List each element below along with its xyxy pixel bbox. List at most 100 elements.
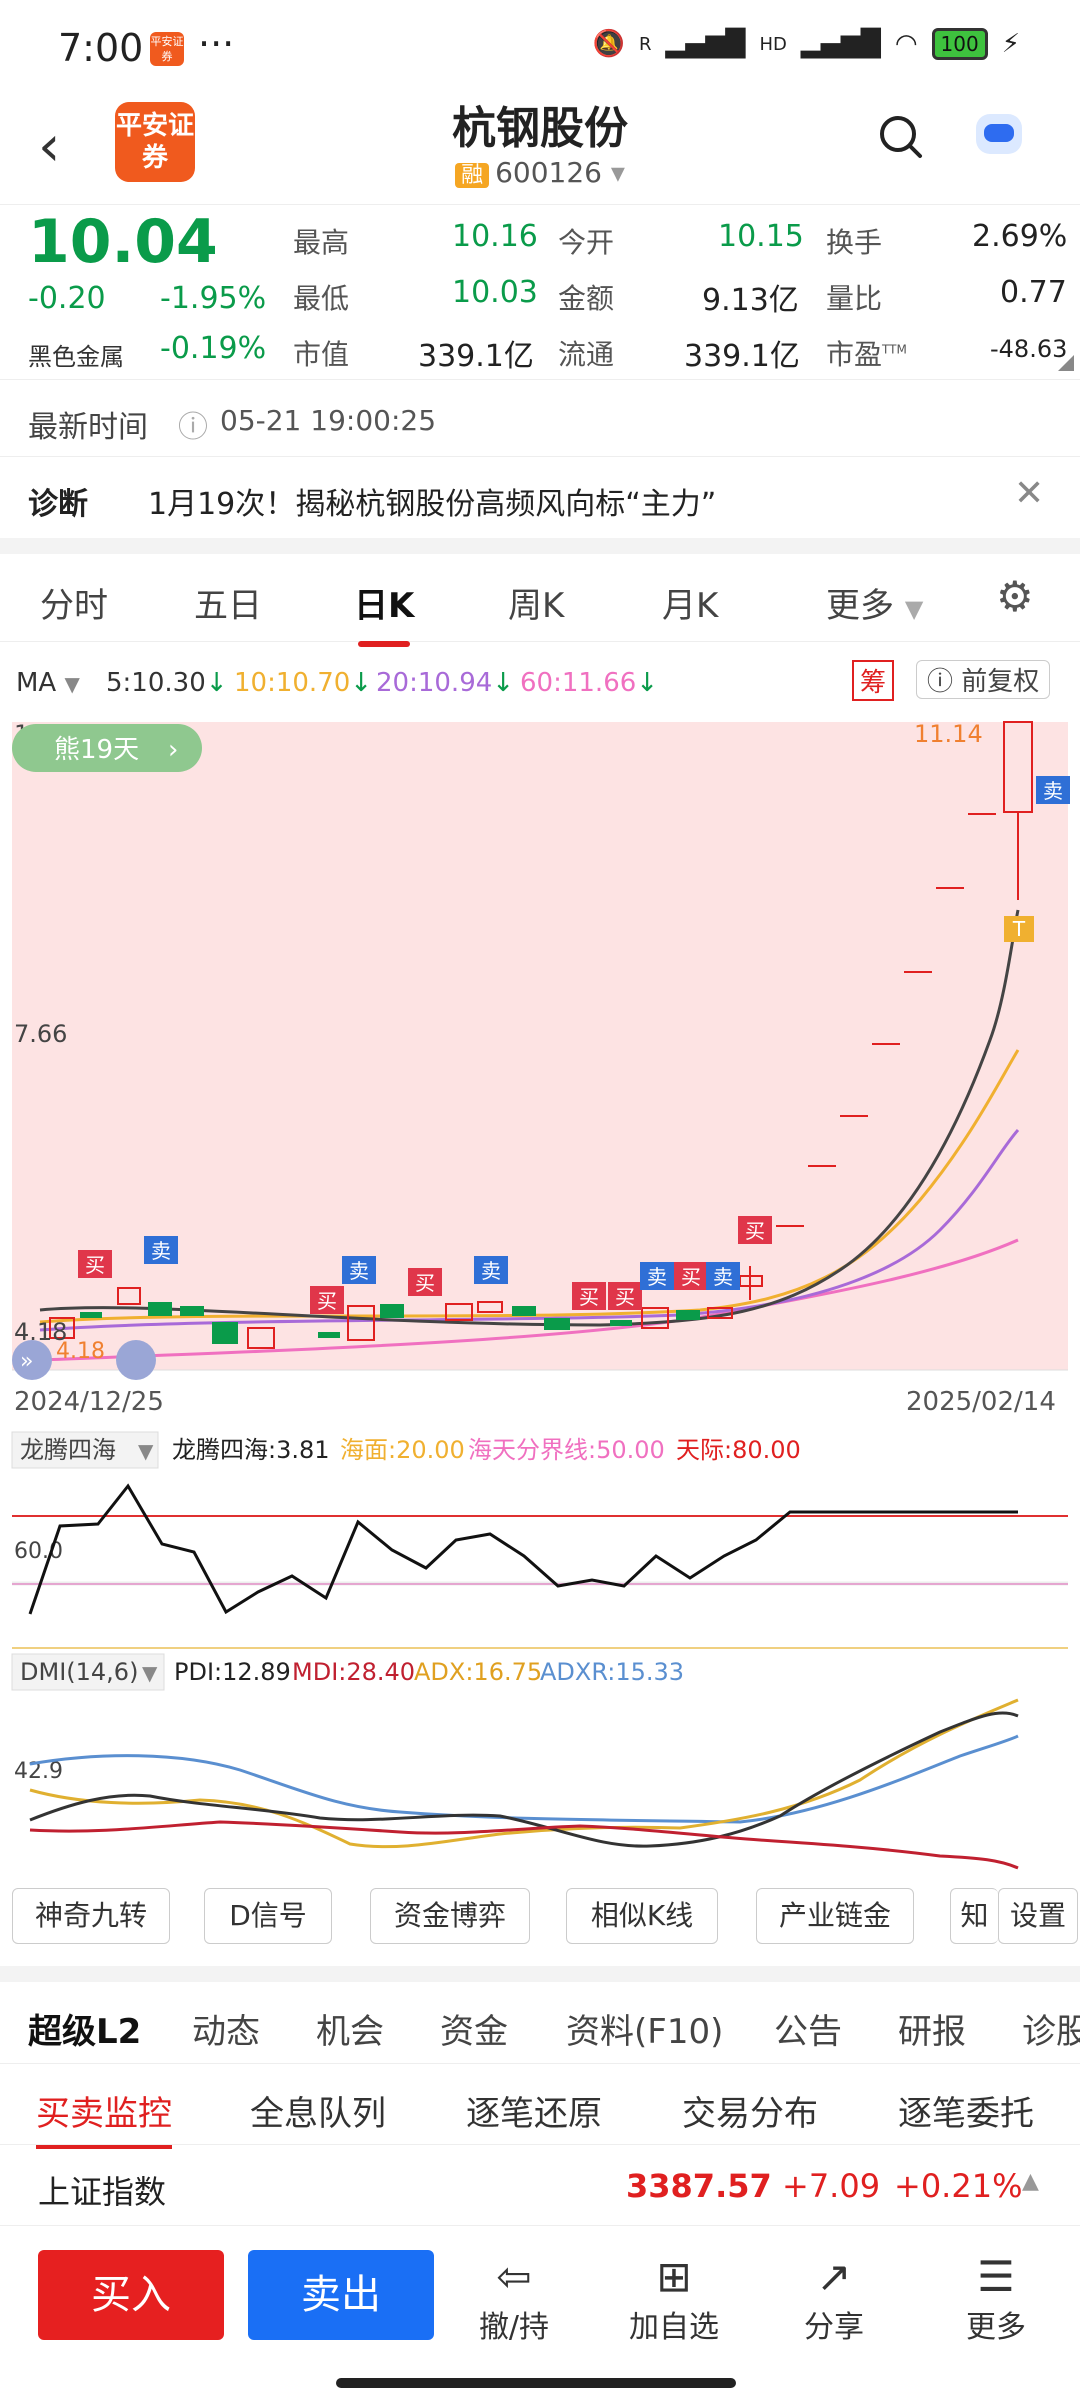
gear-icon[interactable]: ⚙ xyxy=(996,572,1034,621)
corner-expand-icon[interactable] xyxy=(1058,355,1074,371)
buy-signal: 买 xyxy=(681,1265,701,1289)
more-notifications-icon: ··· xyxy=(198,22,235,66)
app-notification-icon: 平安证券 xyxy=(150,32,184,66)
price-axis-low: 4.18 xyxy=(14,1318,67,1346)
low-value: 10.03 xyxy=(452,275,538,310)
tab-opportunity[interactable]: 机会 xyxy=(316,2012,384,2052)
price-change: -0.20 xyxy=(28,281,106,316)
tab-tick-orders[interactable]: 逐笔委托 xyxy=(898,2094,1034,2134)
sell-button[interactable]: 卖出 xyxy=(248,2250,434,2340)
adx-line xyxy=(29,1698,1019,1849)
adxr-line xyxy=(29,1734,1019,1824)
start-date: 2024/12/25 xyxy=(14,1387,164,1417)
buy-signal: 买 xyxy=(745,1219,765,1243)
status-icons: 🔕 R ▂▄▆█ HD ▂▄▆█ ◠ 100 ⚡ xyxy=(593,28,1020,60)
price-change-pct: -1.95% xyxy=(160,281,267,316)
diagnosis-banner[interactable]: 诊断 1月19次！揭秘杭钢股份高频风向标“主力” ✕ xyxy=(0,456,1080,536)
lt-line xyxy=(28,1483,1018,1615)
tab-research[interactable]: 研报 xyxy=(898,2012,966,2052)
kline-chart[interactable]: 买 卖 买 卖 买 卖 买 买 卖 买 卖 买 卖 T 11.14 7.66 4… xyxy=(0,710,1080,1970)
tab-funds[interactable]: 资金 xyxy=(440,2012,508,2052)
share-button[interactable]: ↗ 分享 xyxy=(774,2252,894,2346)
menu-icon: ☰ xyxy=(977,2252,1015,2301)
tab-more[interactable]: 更多 ▼ xyxy=(826,586,924,626)
float-cap-label: 流通 xyxy=(558,338,615,371)
indicator-similar-k[interactable]: 相似K线 xyxy=(566,1888,718,1944)
volume-ratio-value: 0.77 xyxy=(1000,275,1067,310)
ma5-value: 5:10.30↓ xyxy=(106,668,228,698)
search-icon[interactable] xyxy=(876,112,924,160)
dmi-adx: ADX:16.75 xyxy=(414,1658,542,1686)
lt-selector-bg xyxy=(11,1431,159,1469)
add-watchlist-button[interactable]: ⊞ 加自选 xyxy=(614,2252,734,2346)
index-name: 上证指数 xyxy=(38,2173,167,2211)
indicator-industry-chain[interactable]: 产业链金 xyxy=(756,1888,914,1944)
tab-daily-k[interactable]: 日K xyxy=(354,578,414,647)
scroll-left-icon xyxy=(12,1340,52,1380)
index-value: 3387.57 xyxy=(626,2167,772,2205)
stock-title: 杭钢股份 xyxy=(452,103,628,154)
tab-intraday[interactable]: 分时 xyxy=(40,586,108,626)
open-value: 10.15 xyxy=(718,219,804,254)
cancel-hold-button[interactable]: ⇦ 撤/持 xyxy=(454,2252,574,2346)
tab-diagnosis[interactable]: 诊股 xyxy=(1022,2012,1080,2052)
diagnosis-text[interactable]: 1月19次！揭秘杭钢股份高频风向标“主力” xyxy=(148,487,717,522)
ma60-value: 60:11.66↓ xyxy=(520,668,659,698)
close-icon[interactable]: ✕ xyxy=(1014,473,1045,514)
section-tabs: 超级L2 动态 机会 资金 资料(F10) 公告 研报 诊股 xyxy=(0,1984,1080,2064)
buy-button[interactable]: 买入 xyxy=(38,2250,224,2340)
indicator-magic-nine[interactable]: 神奇九转 xyxy=(12,1888,170,1944)
indicator-fund-battle[interactable]: 资金博弈 xyxy=(370,1888,530,1944)
plus-box-icon: ⊞ xyxy=(656,2252,692,2301)
tab-f10[interactable]: 资料(F10) xyxy=(566,2012,724,2052)
tab-tick-replay[interactable]: 逐笔还原 xyxy=(466,2094,602,2134)
end-date: 2025/02/14 xyxy=(906,1387,1056,1417)
assistant-robot-icon[interactable] xyxy=(976,114,1022,154)
more-button[interactable]: ☰ 更多 xyxy=(936,2252,1056,2346)
adjust-button[interactable]: ⓘ 前复权 xyxy=(916,660,1051,699)
latest-time-row: 最新时间 ⓘ 05-21 19:00:25 xyxy=(0,384,1080,456)
dmi-pdi: PDI:12.89 xyxy=(174,1658,291,1686)
ma-selector[interactable]: MA ▼ xyxy=(16,668,80,698)
tab-trade-monitor[interactable]: 买卖监控 xyxy=(36,2086,172,2149)
chevron-down-icon: ▾ xyxy=(610,156,625,189)
lt-value: 龙腾四海:3.81 xyxy=(172,1436,330,1464)
bear-banner-bg xyxy=(12,724,202,772)
battery-icon: 100 xyxy=(931,28,988,60)
more-label: 更多 xyxy=(966,2310,1026,2345)
indicator-partial[interactable]: 知 xyxy=(950,1888,998,1944)
sector-name[interactable]: 黑色金属 xyxy=(28,343,124,371)
tab-super-l2[interactable]: 超级L2 xyxy=(28,2012,142,2052)
chip-button[interactable]: 筹 xyxy=(852,660,895,701)
ma-legend: MA ▼ 5:10.30↓ 10:10.70↓ 20:10.94↓ 60:11.… xyxy=(0,656,1080,710)
tab-news[interactable]: 动态 xyxy=(192,2012,260,2052)
sell-signal: 卖 xyxy=(1043,779,1063,803)
tab-trade-distribution[interactable]: 交易分布 xyxy=(682,2094,818,2134)
double-chevron-icon: » xyxy=(20,1349,33,1374)
tab-full-queue[interactable]: 全息队列 xyxy=(250,2094,386,2134)
amount-label: 金额 xyxy=(558,282,615,315)
indicator-settings-button[interactable]: 设置 xyxy=(998,1888,1078,1944)
market-cap-label: 市值 xyxy=(293,338,350,371)
buy-signal: 买 xyxy=(579,1285,599,1309)
trade-signals: 买 卖 买 卖 买 卖 买 买 卖 买 卖 买 卖 T xyxy=(78,776,1070,1314)
stock-code-row[interactable]: 融 600126 ▾ xyxy=(0,156,1080,189)
tab-announcements[interactable]: 公告 xyxy=(774,2012,842,2052)
info-icon[interactable]: ⓘ xyxy=(178,410,208,445)
tab-five-day[interactable]: 五日 xyxy=(194,586,262,626)
index-ticker[interactable]: 上证指数 3387.57 +7.09 +0.21% ▲ xyxy=(0,2144,1080,2226)
mdi-line xyxy=(29,1820,1019,1870)
tab-weekly-k[interactable]: 周K xyxy=(508,586,565,626)
share-icon: ↗ xyxy=(816,2252,852,2301)
broker-logo[interactable]: 平安证券 xyxy=(115,102,195,182)
home-indicator[interactable] xyxy=(336,2378,736,2388)
indicator-d-signal[interactable]: D信号 xyxy=(204,1888,332,1944)
chevron-up-icon[interactable]: ▲ xyxy=(1022,2169,1039,2194)
dmi-name: DMI(14,6) xyxy=(20,1658,138,1686)
turnover-value: 2.69% xyxy=(972,219,1068,254)
chevron-down-icon: ▼ xyxy=(904,595,924,623)
back-icon[interactable]: ‹ xyxy=(38,114,61,179)
t-signal: T xyxy=(1012,917,1026,941)
bear-zone-bg xyxy=(12,722,1068,1370)
tab-monthly-k[interactable]: 月K xyxy=(662,586,719,626)
